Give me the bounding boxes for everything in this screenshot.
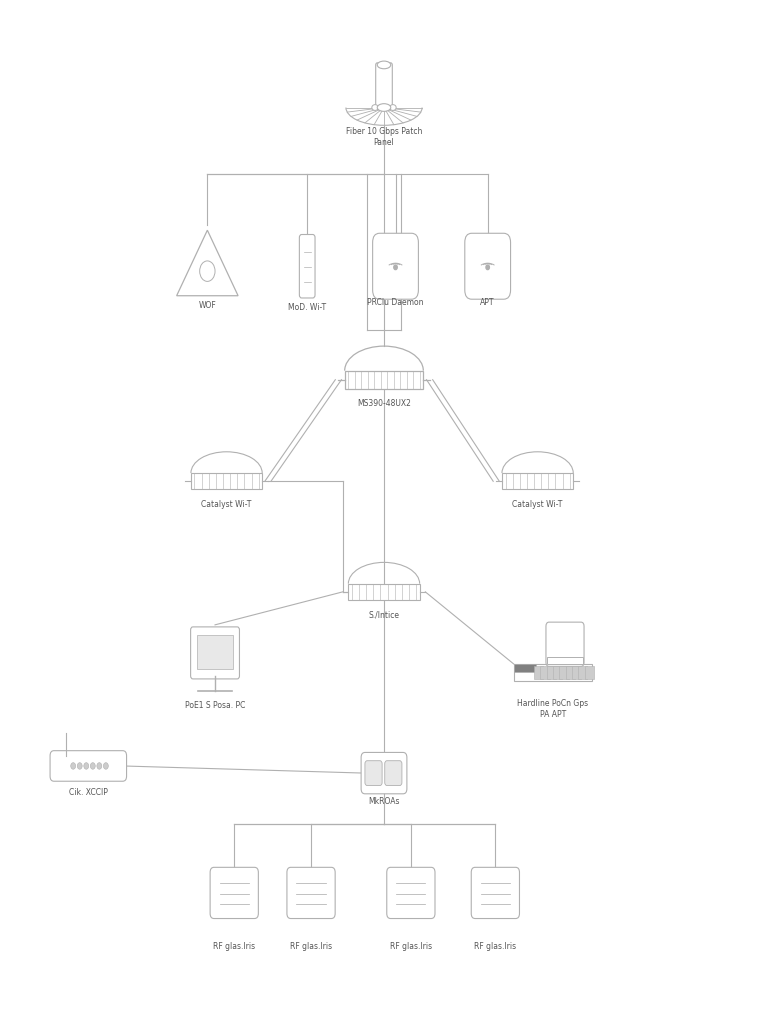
- FancyBboxPatch shape: [547, 667, 556, 679]
- FancyBboxPatch shape: [287, 867, 335, 919]
- FancyBboxPatch shape: [197, 636, 233, 670]
- FancyBboxPatch shape: [547, 656, 583, 664]
- FancyBboxPatch shape: [50, 751, 127, 781]
- Ellipse shape: [377, 103, 391, 112]
- Text: Fiber 10 Gbps Patch
Panel: Fiber 10 Gbps Patch Panel: [346, 127, 422, 146]
- FancyBboxPatch shape: [514, 664, 592, 681]
- Text: Catalyst Wi-T: Catalyst Wi-T: [512, 500, 563, 509]
- Polygon shape: [177, 230, 238, 296]
- Text: Cik. XCCIP: Cik. XCCIP: [69, 788, 108, 798]
- FancyBboxPatch shape: [349, 584, 419, 600]
- Text: APT: APT: [481, 298, 495, 307]
- FancyBboxPatch shape: [572, 667, 581, 679]
- Ellipse shape: [377, 61, 391, 69]
- Circle shape: [200, 261, 215, 282]
- FancyBboxPatch shape: [365, 761, 382, 785]
- Ellipse shape: [389, 104, 396, 111]
- FancyBboxPatch shape: [345, 371, 423, 389]
- Circle shape: [394, 265, 397, 269]
- FancyBboxPatch shape: [472, 867, 519, 919]
- FancyBboxPatch shape: [387, 867, 435, 919]
- FancyBboxPatch shape: [578, 667, 588, 679]
- Circle shape: [486, 265, 489, 269]
- Circle shape: [71, 763, 75, 769]
- FancyBboxPatch shape: [546, 623, 584, 667]
- FancyBboxPatch shape: [376, 62, 392, 110]
- FancyBboxPatch shape: [385, 761, 402, 785]
- FancyBboxPatch shape: [465, 233, 511, 299]
- Circle shape: [84, 763, 89, 769]
- Text: RF glas.Iris: RF glas.Iris: [390, 942, 432, 951]
- FancyBboxPatch shape: [190, 627, 240, 679]
- Circle shape: [104, 763, 108, 769]
- FancyBboxPatch shape: [566, 667, 575, 679]
- FancyBboxPatch shape: [553, 667, 562, 679]
- Text: PoE1 S Posa. PC: PoE1 S Posa. PC: [185, 700, 245, 710]
- Circle shape: [97, 763, 102, 769]
- FancyBboxPatch shape: [514, 664, 535, 673]
- Text: MoD. Wi-T: MoD. Wi-T: [288, 303, 326, 312]
- FancyBboxPatch shape: [584, 667, 594, 679]
- Text: Catalyst Wi-T: Catalyst Wi-T: [201, 500, 252, 509]
- Text: PRClu Daemon: PRClu Daemon: [367, 298, 424, 307]
- Text: WOF: WOF: [198, 301, 217, 310]
- Text: RF glas.Iris: RF glas.Iris: [214, 942, 255, 951]
- FancyBboxPatch shape: [535, 667, 544, 679]
- FancyBboxPatch shape: [541, 667, 550, 679]
- FancyBboxPatch shape: [559, 667, 568, 679]
- FancyBboxPatch shape: [372, 233, 419, 299]
- FancyBboxPatch shape: [191, 473, 262, 489]
- FancyBboxPatch shape: [361, 753, 407, 794]
- Circle shape: [78, 763, 82, 769]
- FancyBboxPatch shape: [300, 234, 315, 298]
- Circle shape: [91, 763, 95, 769]
- Ellipse shape: [372, 104, 379, 111]
- Text: MS390-48UX2: MS390-48UX2: [357, 399, 411, 408]
- Text: Hardline PoCn Gps
PA APT: Hardline PoCn Gps PA APT: [518, 699, 588, 719]
- Text: RF glas.Iris: RF glas.Iris: [475, 942, 516, 951]
- Text: MkROAs: MkROAs: [368, 797, 400, 806]
- Text: S./Intice: S./Intice: [369, 610, 399, 620]
- Text: RF glas.Iris: RF glas.Iris: [290, 942, 332, 951]
- FancyBboxPatch shape: [210, 867, 258, 919]
- FancyBboxPatch shape: [502, 473, 573, 489]
